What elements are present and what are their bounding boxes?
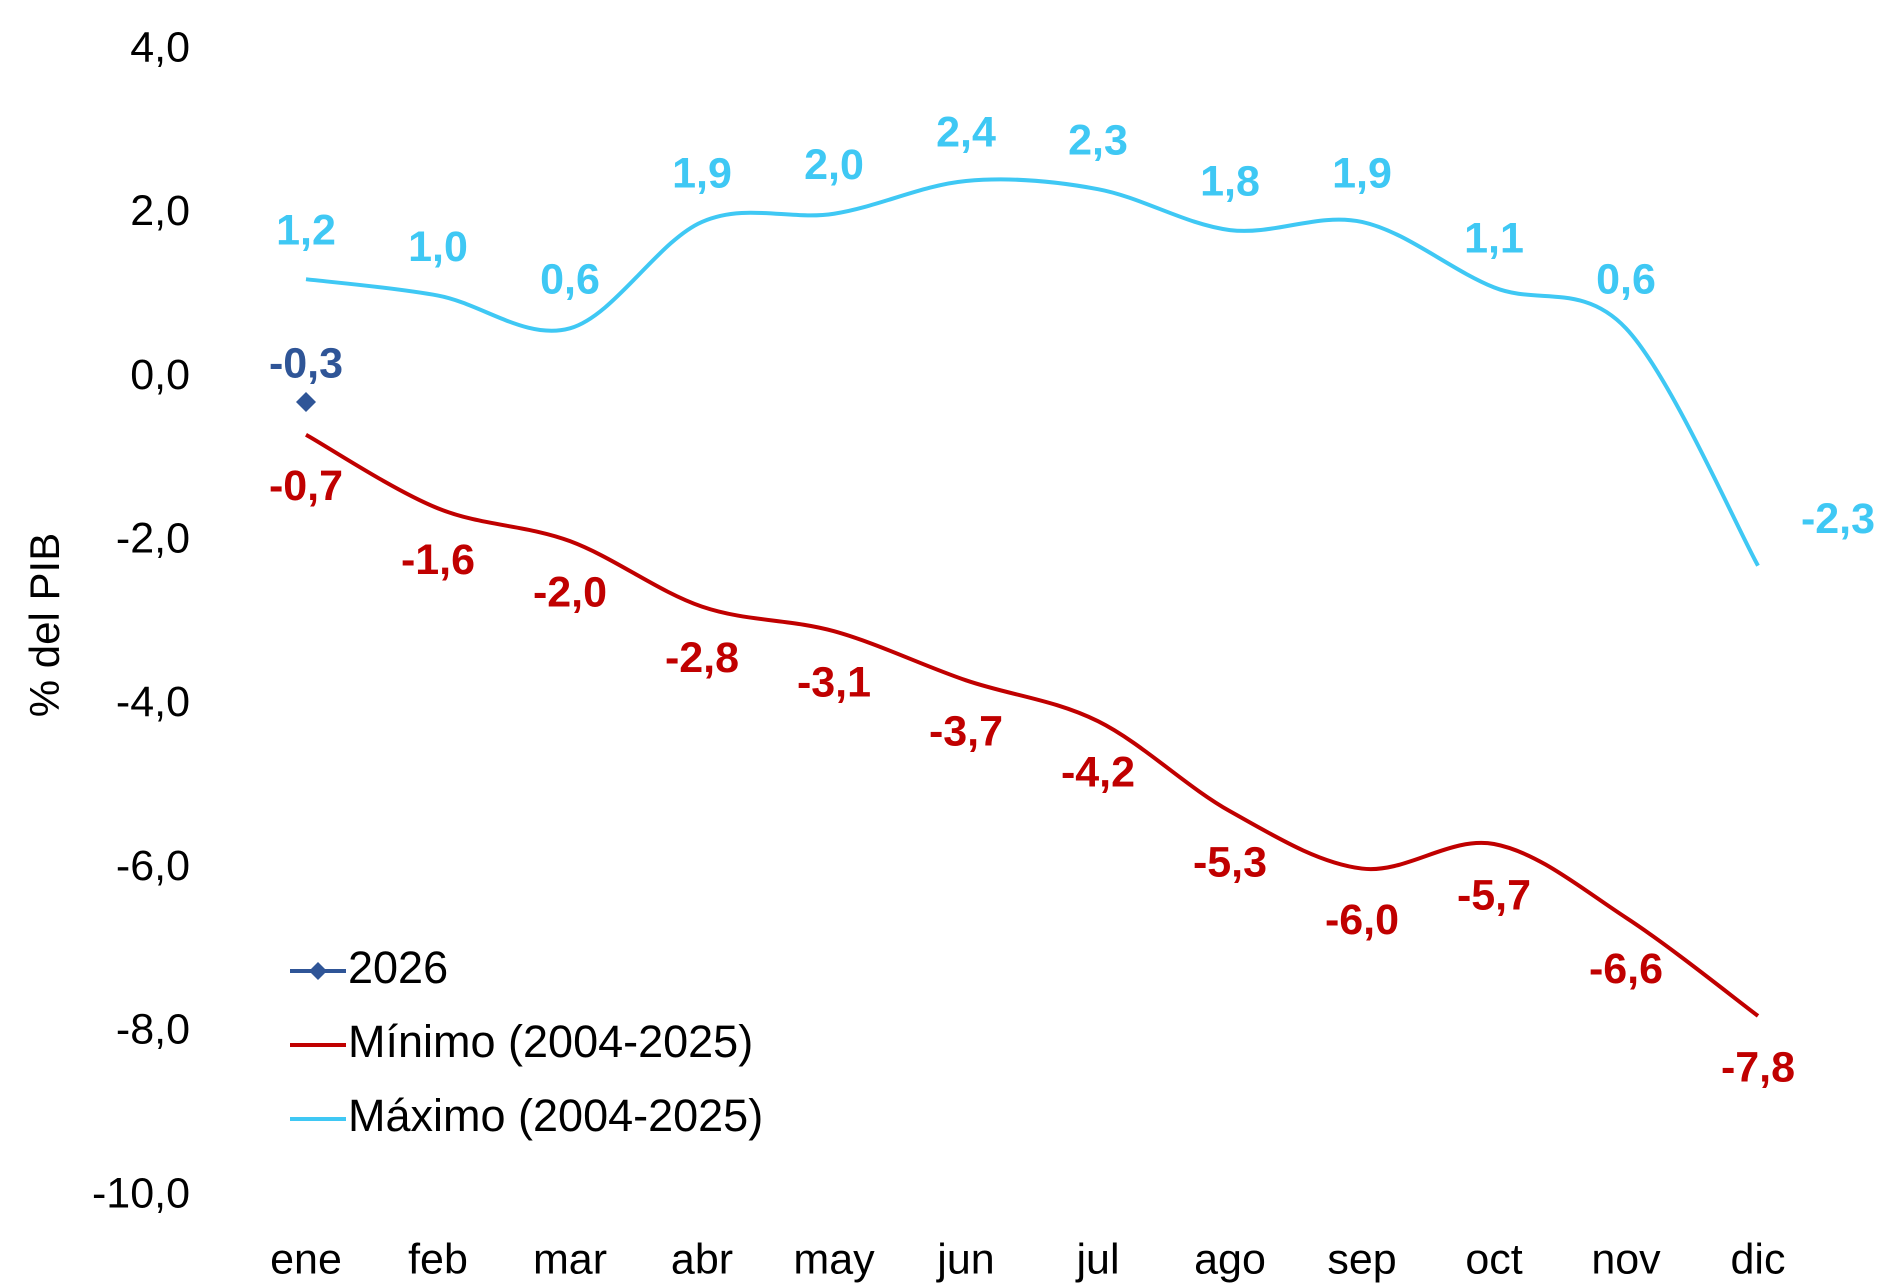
x-tick-label: nov	[1591, 1235, 1661, 1283]
series-line	[305, 177, 1760, 567]
x-tick-label: feb	[408, 1235, 468, 1283]
x-tick-label: abr	[671, 1235, 733, 1283]
data-label: -3,1	[797, 659, 871, 707]
data-label: -4,2	[1061, 749, 1135, 797]
data-label: -2,3	[1801, 495, 1875, 543]
data-label: 1,2	[276, 207, 336, 255]
legend-marker	[309, 962, 327, 980]
x-tick-label: dic	[1731, 1235, 1786, 1283]
data-label: -6,0	[1325, 896, 1399, 944]
legend-label: Máximo (2004-2025)	[348, 1090, 763, 1141]
y-tick-label: -2,0	[116, 515, 190, 563]
data-label: -0,7	[269, 462, 343, 510]
y-tick-label: -10,0	[92, 1169, 190, 1217]
data-label: 2,0	[804, 141, 864, 189]
data-label: -0,3	[269, 339, 343, 387]
data-label: -7,8	[1721, 1043, 1795, 1091]
data-label: -1,6	[401, 536, 475, 584]
x-tick-label: ago	[1194, 1235, 1266, 1283]
data-label: 2,3	[1068, 117, 1128, 165]
data-label: -5,7	[1457, 871, 1531, 919]
data-label: 1,9	[1332, 149, 1392, 197]
x-tick-label: oct	[1465, 1235, 1522, 1283]
x-tick-label: ene	[270, 1235, 342, 1283]
x-tick-label: may	[793, 1235, 875, 1283]
x-tick-label: mar	[533, 1235, 607, 1283]
data-label: 1,0	[408, 223, 468, 271]
data-label: 1,8	[1200, 157, 1260, 205]
data-label: 0,6	[1596, 256, 1656, 304]
data-label: 2,4	[936, 108, 996, 156]
y-tick-label: 0,0	[130, 351, 190, 399]
x-tick-label: sep	[1327, 1235, 1396, 1283]
data-label: 0,6	[540, 256, 600, 304]
data-label: -5,3	[1193, 839, 1267, 887]
y-tick-label: 2,0	[130, 187, 190, 235]
y-tick-label: -6,0	[116, 842, 190, 890]
y-tick-label: 4,0	[130, 23, 190, 71]
y-axis-title: % del PIB	[21, 533, 68, 717]
data-label: 1,1	[1464, 215, 1524, 263]
y-tick-label: -4,0	[116, 678, 190, 726]
data-label: 1,9	[672, 149, 732, 197]
marker	[296, 391, 316, 412]
legend-label: 2026	[348, 942, 448, 993]
x-tick-label: jun	[935, 1235, 994, 1283]
data-label: -3,7	[929, 708, 1003, 756]
data-label: -2,0	[533, 569, 607, 617]
data-label: -6,6	[1589, 945, 1663, 993]
series-line	[305, 432, 1760, 1018]
legend-label: Mínimo (2004-2025)	[348, 1016, 753, 1067]
x-tick-label: jul	[1074, 1235, 1119, 1283]
data-label: -2,8	[665, 634, 739, 682]
y-tick-label: -8,0	[116, 1006, 190, 1054]
